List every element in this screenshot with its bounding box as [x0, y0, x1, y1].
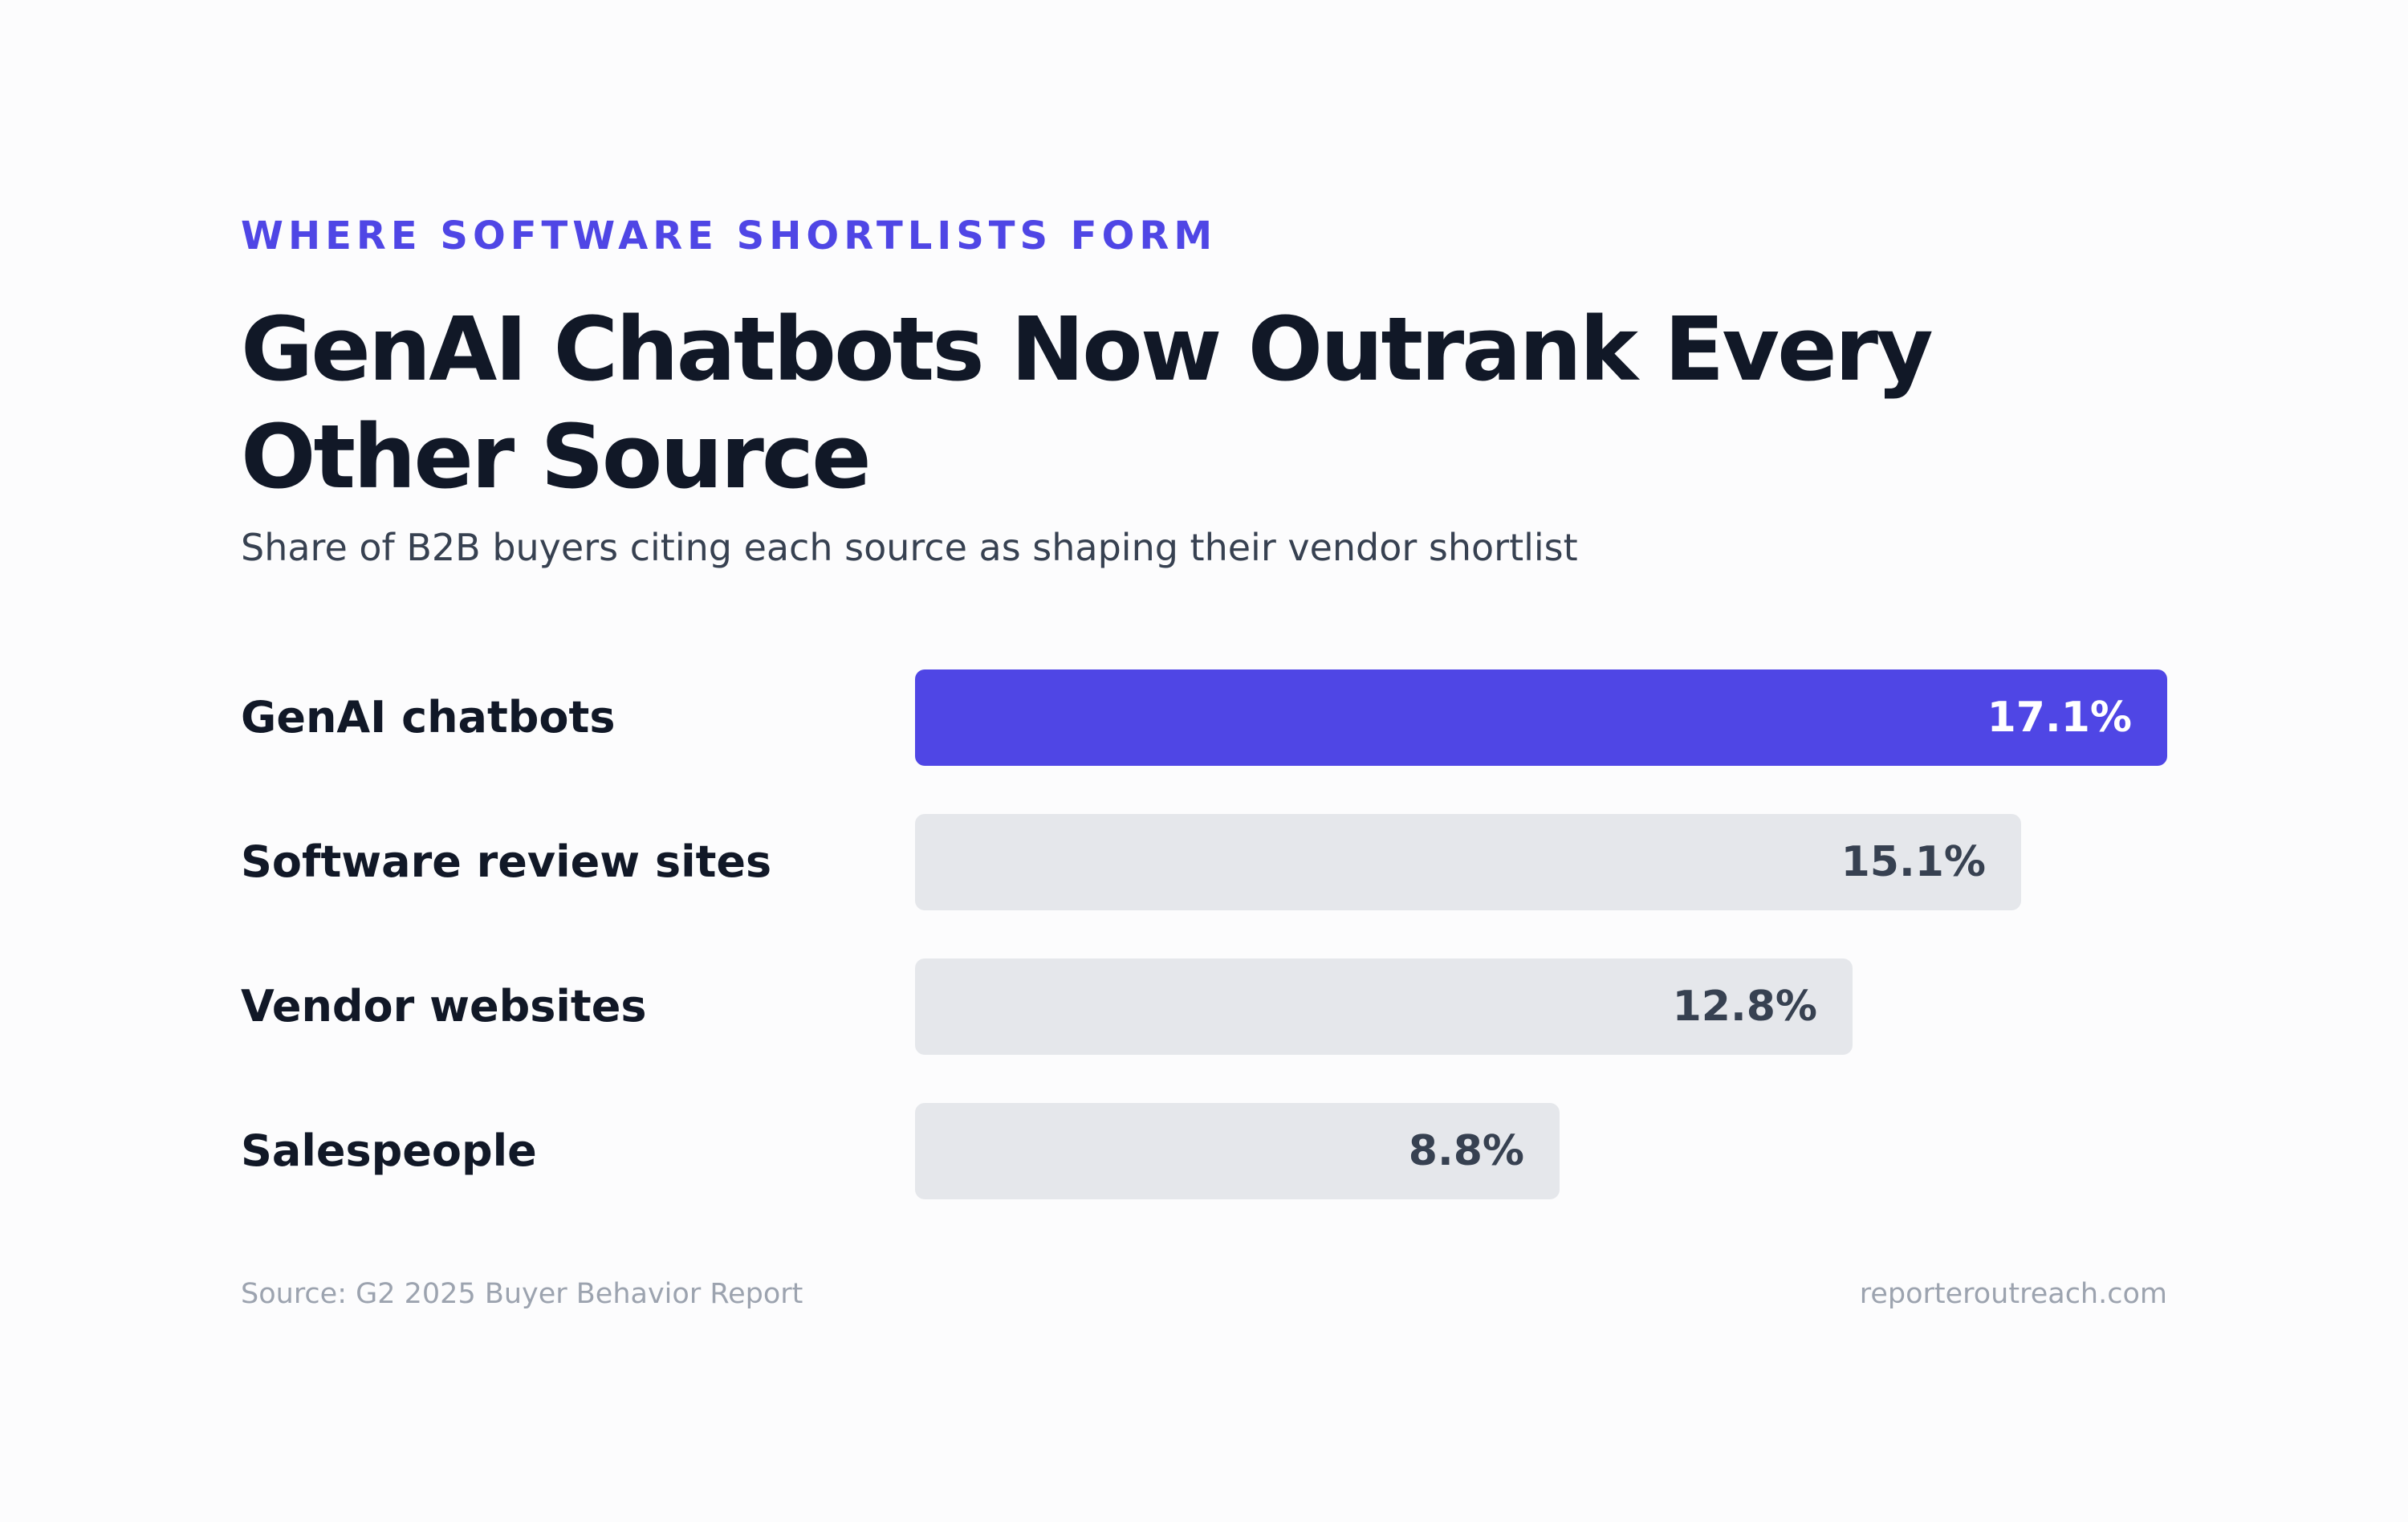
bar: 12.8% [915, 958, 1853, 1055]
bar-category-label: Software review sites [241, 836, 772, 887]
source-note: Source: G2 2025 Buyer Behavior Report [241, 1278, 803, 1310]
chart-subtitle: Share of B2B buyers citing each source a… [241, 526, 1578, 569]
chart-card: WHERE SOFTWARE SHORTLISTS FORM GenAI Cha… [241, 210, 2167, 1310]
bar-row: Software review sites 15.1% [241, 814, 2167, 910]
bar: 15.1% [915, 814, 2021, 910]
bar-value-label: 17.1% [1987, 694, 2132, 742]
bar-chart: GenAI chatbots 17.1% Software review sites… [241, 669, 2167, 1199]
bar-row: GenAI chatbots 17.1% [241, 669, 2167, 766]
bar-category-label: Salespeople [241, 1125, 537, 1176]
bar: 8.8% [915, 1103, 1560, 1199]
bar-row: Vendor websites 12.8% [241, 958, 2167, 1055]
chart-title: GenAI Chatbots Now Outrank Every Other S… [241, 298, 1934, 508]
bar-category-label: GenAI chatbots [241, 692, 616, 743]
bar: 17.1% [915, 669, 2167, 766]
bar-value-label: 8.8% [1408, 1127, 1524, 1175]
bar-category-label: Vendor websites [241, 981, 647, 1032]
bar-value-label: 12.8% [1672, 983, 1817, 1031]
footer: Source: G2 2025 Buyer Behavior Report re… [241, 1270, 2167, 1318]
bar-value-label: 15.1% [1841, 838, 1986, 886]
bar-row: Salespeople 8.8% [241, 1103, 2167, 1199]
site-credit: reporteroutreach.com [1859, 1278, 2167, 1310]
eyebrow-label: WHERE SOFTWARE SHORTLISTS FORM [241, 214, 1218, 258]
